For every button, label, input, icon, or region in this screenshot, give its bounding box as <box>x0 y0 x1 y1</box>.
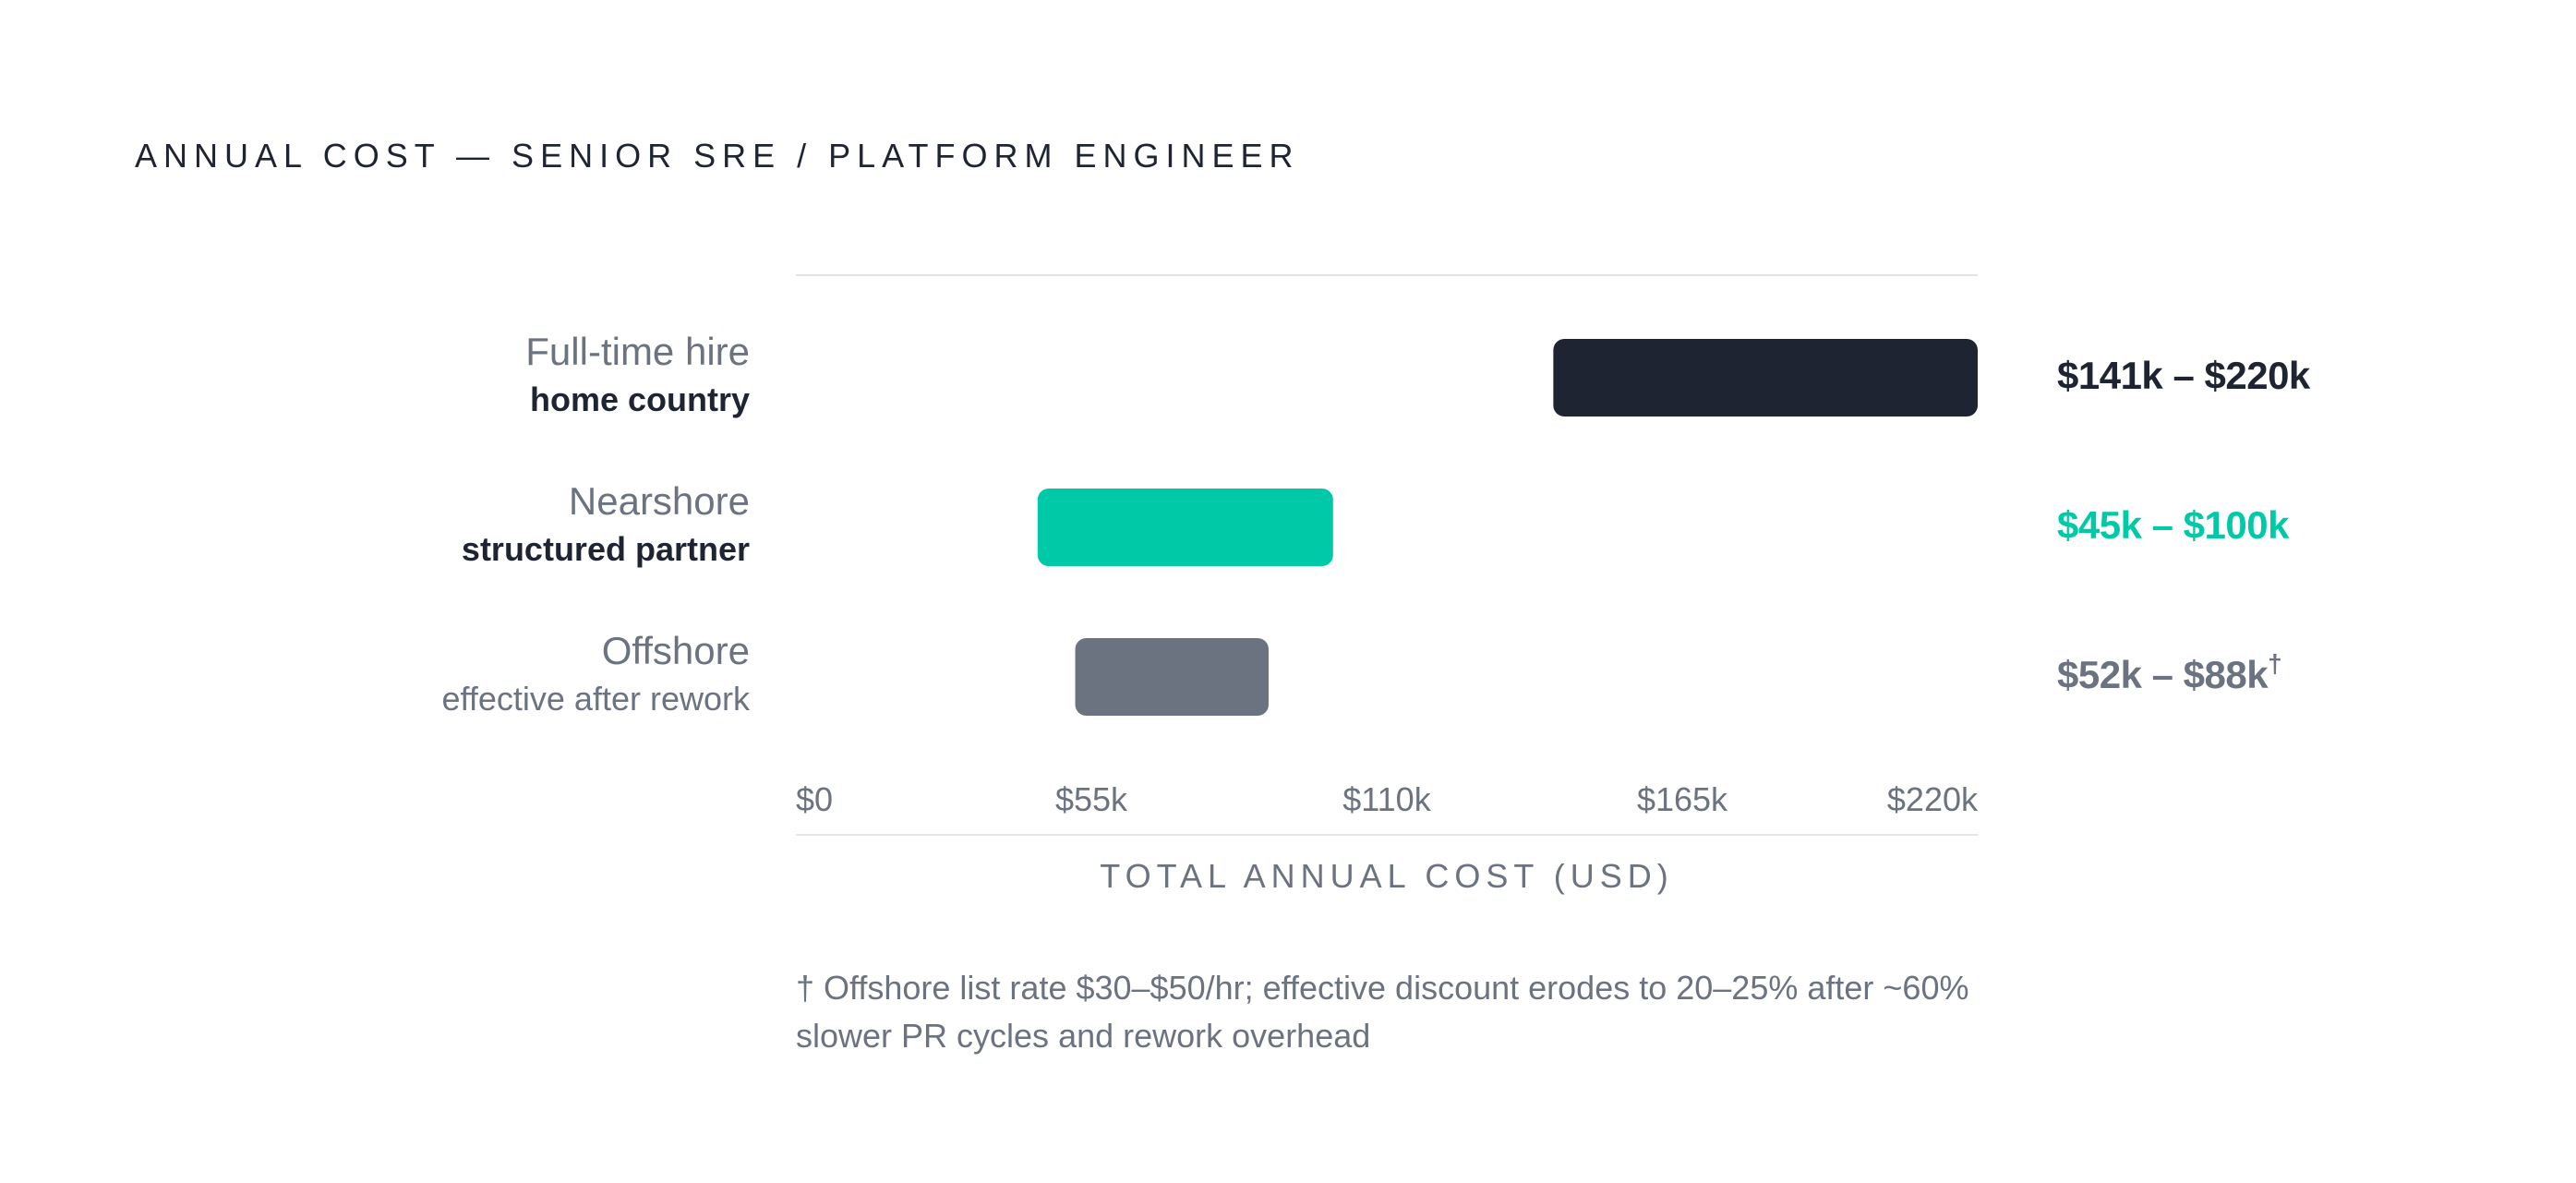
row-label-name: Full-time hire <box>525 330 750 373</box>
x-tick-labels: $0 $55k $110k $165k $220k <box>796 780 1979 818</box>
bar-nearshore <box>1037 489 1333 566</box>
value-label-text: $52k – $88k <box>2057 653 2269 696</box>
bars <box>1037 339 1978 716</box>
row-label-name: Offshore <box>601 629 750 672</box>
footnote: † Offshore list rate $30–$50/hr; effecti… <box>796 969 1969 1055</box>
x-tick-label: $0 <box>796 780 833 818</box>
value-label: $141k – $220k <box>2057 354 2310 398</box>
dagger-mark: † <box>2268 649 2282 678</box>
row-label-name: Nearshore <box>568 479 750 523</box>
row-label: Full-time hire home country <box>525 328 750 424</box>
value-label: $45k – $100k <box>2057 503 2289 548</box>
value-label: $52k – $88k† <box>2057 649 2282 697</box>
bar-full-time-hire <box>1553 339 1978 416</box>
value-label-text: $45k – $100k <box>2057 503 2289 547</box>
x-tick-label: $110k <box>1342 780 1431 818</box>
x-tick-label: $55k <box>1055 780 1128 818</box>
bar-offshore <box>1075 638 1269 716</box>
chart-title: ANNUAL COST — SENIOR SRE / PLATFORM ENGI… <box>135 137 1300 175</box>
row-label-subtitle: structured partner <box>461 530 750 568</box>
row-label: Nearshore structured partner <box>462 477 750 573</box>
x-axis-title: TOTAL ANNUAL COST (USD) <box>1100 857 1674 895</box>
x-tick-label: $165k <box>1637 780 1728 818</box>
x-tick-label: $220k <box>1887 780 1979 818</box>
row-label-subtitle: effective after rework <box>441 680 750 718</box>
row-label: Offshore effective after rework <box>442 627 750 723</box>
row-label-subtitle: home country <box>529 380 750 418</box>
value-label-text: $141k – $220k <box>2057 354 2310 397</box>
